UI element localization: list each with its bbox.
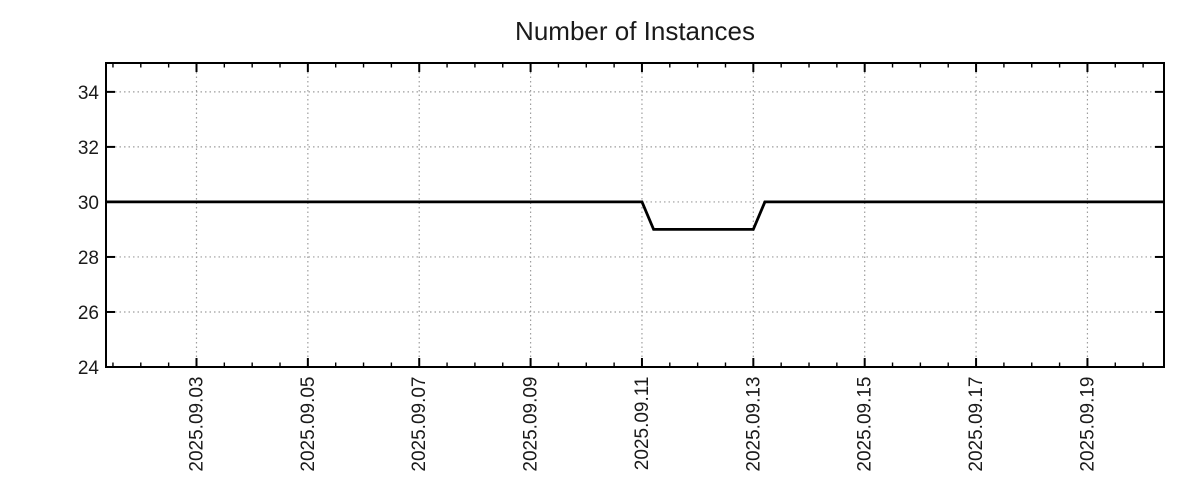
- y-tick-label: 26: [78, 303, 99, 324]
- y-tick-label: 24: [78, 358, 100, 379]
- x-tick-label: 2025.09.03: [186, 377, 207, 472]
- plot-frame: [105, 62, 1165, 368]
- x-tick-label: 2025.09.19: [1077, 377, 1098, 472]
- chart-title: Number of Instances: [515, 16, 755, 46]
- axis-ticks: [106, 63, 1164, 368]
- y-tick-label: 28: [78, 248, 99, 269]
- x-tick-label: 2025.09.11: [632, 377, 653, 471]
- x-tick-label: 2025.09.13: [743, 377, 764, 472]
- x-tick-label: 2025.09.15: [855, 377, 876, 472]
- y-tick-label: 32: [78, 138, 99, 159]
- gridlines: [106, 63, 1164, 368]
- y-tick-label: 34: [78, 83, 100, 104]
- series-line-instances: [106, 200, 1164, 231]
- plot-border: [105, 62, 1165, 368]
- x-tick-label: 2025.09.09: [521, 377, 542, 472]
- data-series: [106, 200, 1164, 231]
- y-tick-label: 30: [78, 193, 99, 214]
- x-tick-label: 2025.09.17: [966, 377, 987, 472]
- x-tick-label: 2025.09.07: [409, 377, 430, 472]
- x-tick-label: 2025.09.05: [298, 377, 319, 472]
- tick-labels: 24 26 28 30 32 34 2025.09.03 2025.09.05 2025.09.…: [78, 83, 1099, 472]
